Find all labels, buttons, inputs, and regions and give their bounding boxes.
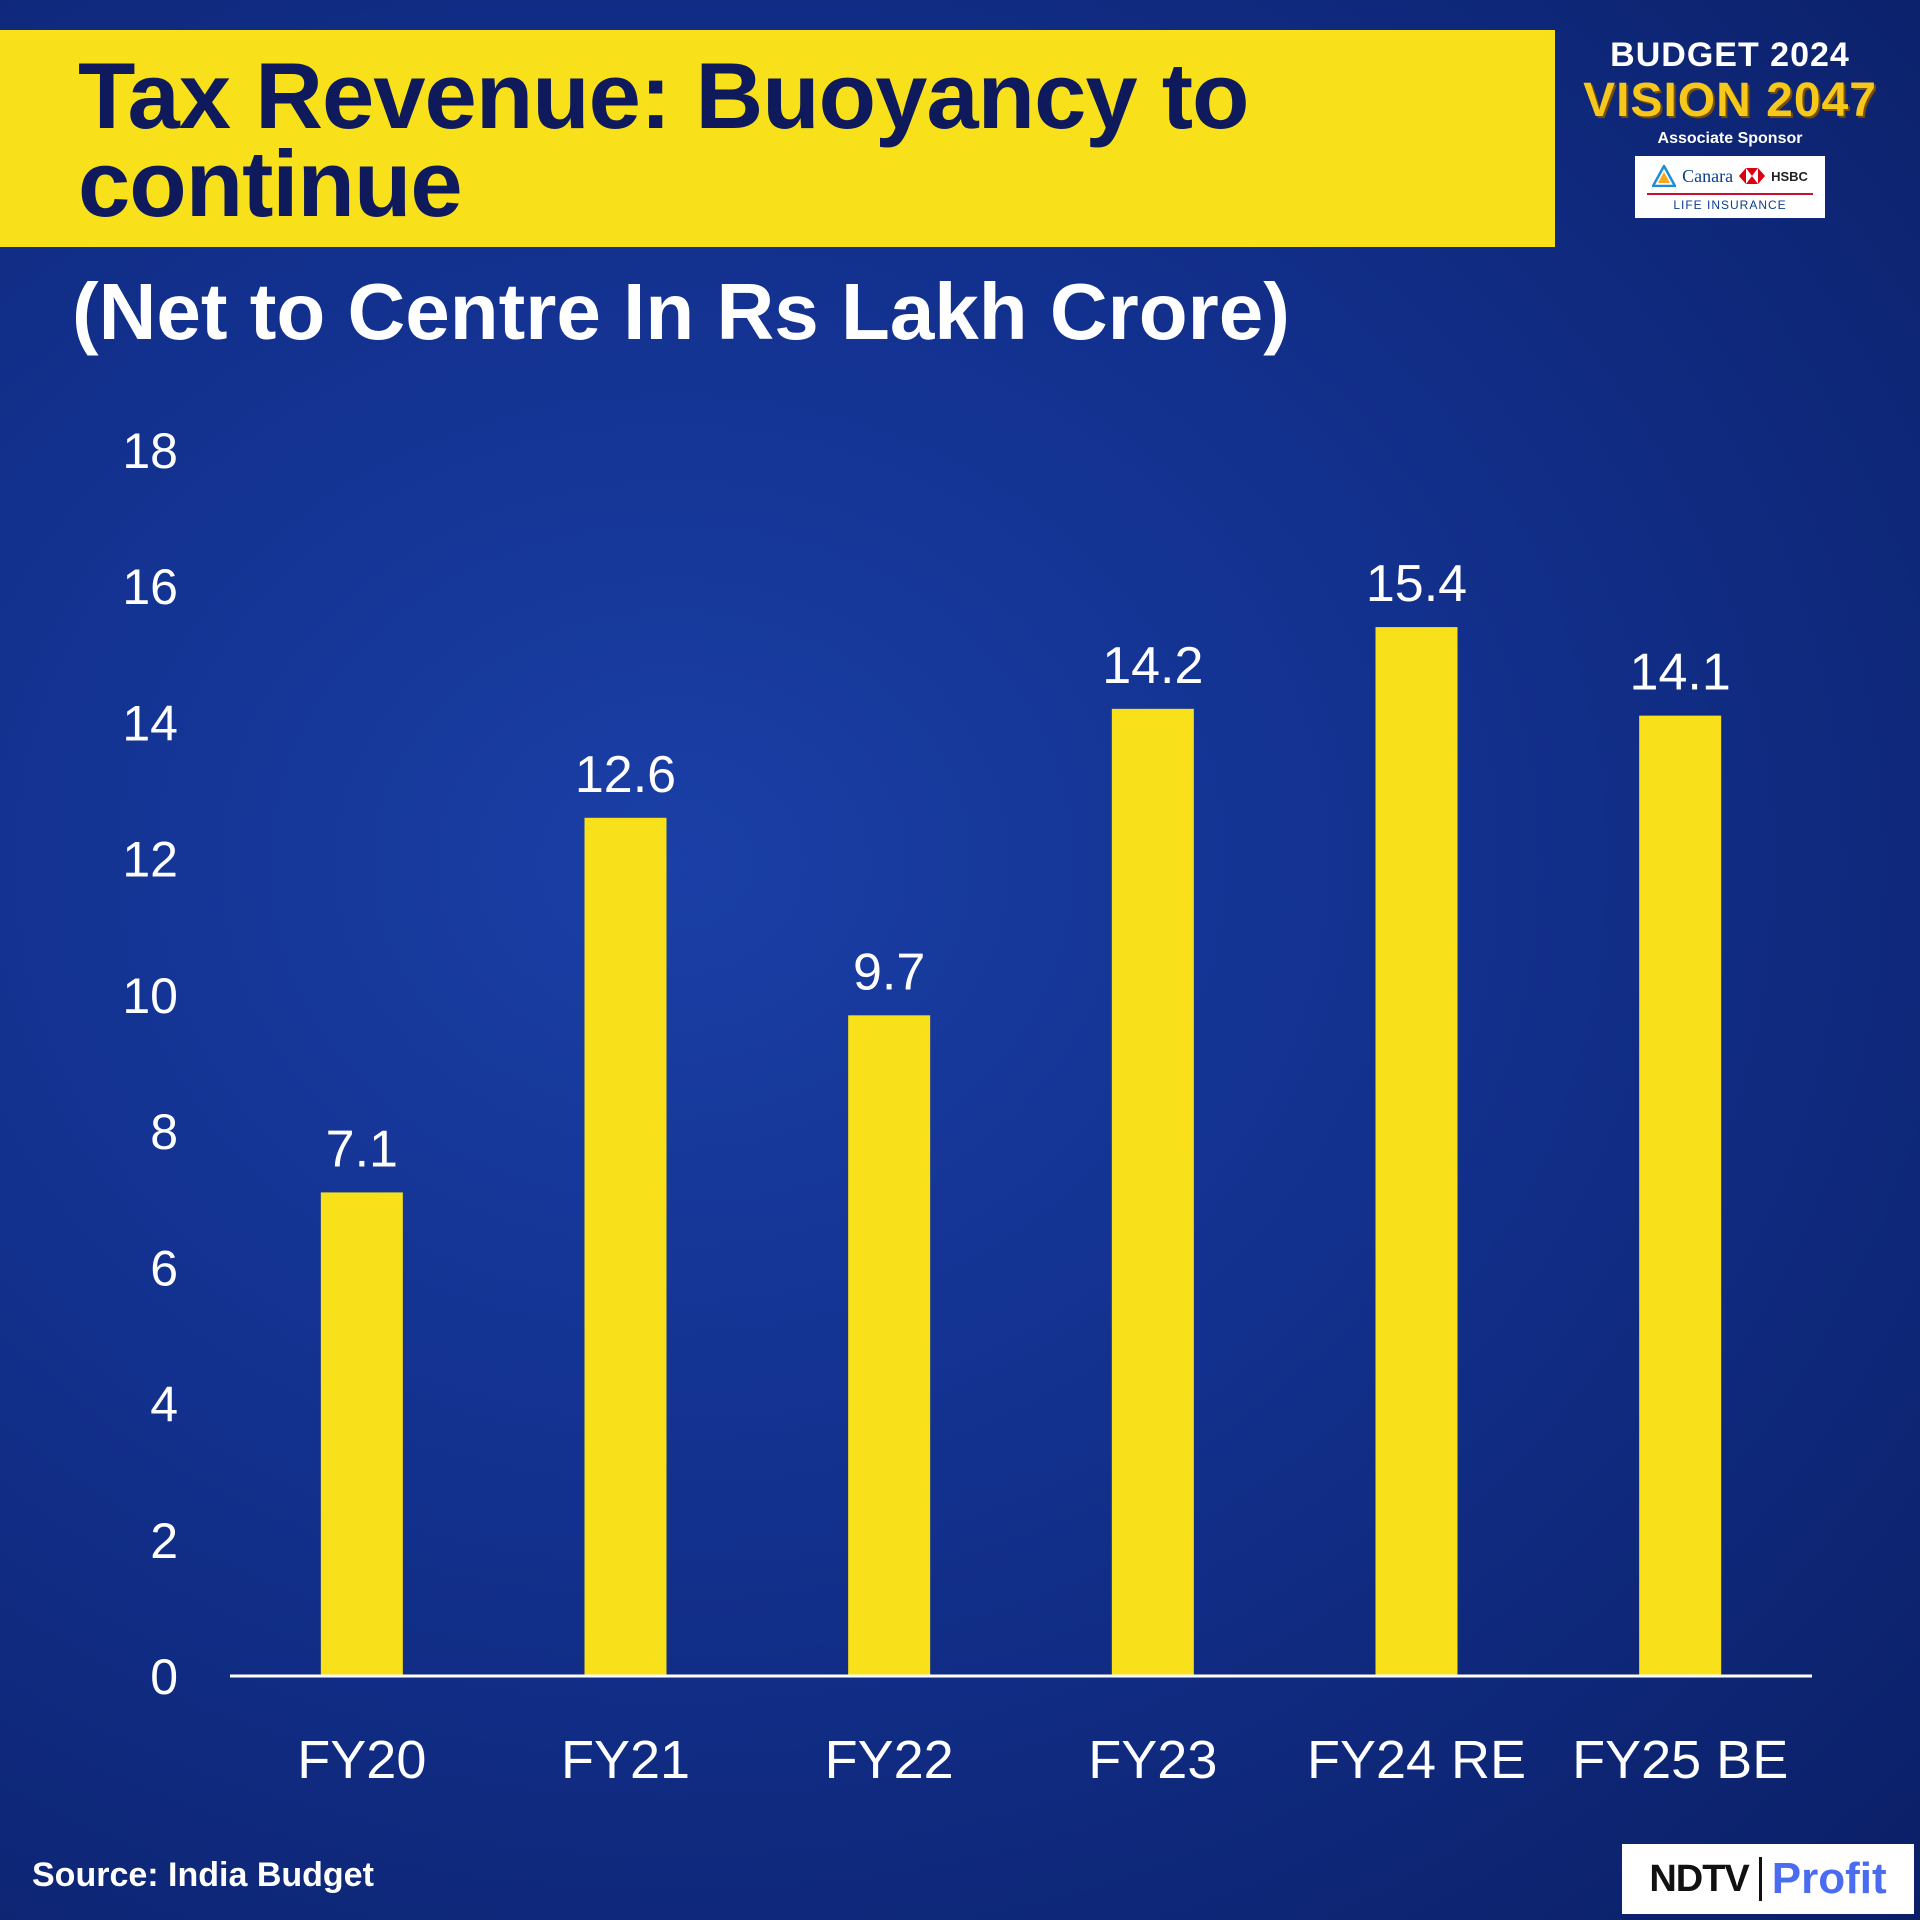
x-tick-label: FY23 [1088,1730,1217,1790]
title-band [0,30,1555,247]
bar-fy24-re [1375,627,1458,1676]
x-tick-label: FY20 [297,1730,426,1790]
sponsor-divider [1647,193,1813,195]
bar-fy22 [848,1015,931,1676]
bar-fy20 [320,1192,403,1676]
brand-line-sponsor-caption: Associate Sponsor [1657,130,1803,147]
y-tick-label: 18 [122,423,178,479]
bar-value-label: 14.2 [1102,637,1203,695]
y-tick-label: 12 [122,832,178,888]
y-tick-label: 6 [150,1240,178,1296]
sponsor-name: Canara [1682,165,1734,186]
y-tick-label: 8 [150,1104,178,1160]
y-tick-label: 10 [122,968,178,1024]
logo-profit-text: Profit [1771,1854,1887,1903]
chart-title: Tax Revenue: Buoyancy to continue [78,43,1249,236]
bar-fy23 [1111,708,1194,1676]
x-tick-label: FY24 RE [1307,1730,1526,1790]
y-tick-label: 16 [122,559,178,615]
sponsor-subtitle: LIFE INSURANCE [1673,198,1787,212]
logo-separator [1758,1857,1762,1901]
hsbc-hexagon-icon [1739,168,1766,184]
y-tick-label: 4 [150,1377,178,1433]
y-tick-label: 14 [122,695,178,751]
y-tick-label: 2 [150,1513,178,1569]
source-note: Source: India Budget [32,1856,374,1894]
budget-brand-badge: BUDGET 2024 VISION 2047 Associate Sponso… [1560,36,1900,218]
y-tick-label: 0 [150,1649,178,1705]
bar-value-label: 7.1 [326,1120,398,1178]
bar-fy21 [584,817,667,1676]
x-tick-label: FY22 [825,1730,954,1790]
x-tick-label: FY21 [561,1730,690,1790]
bar-value-label: 15.4 [1366,555,1467,613]
bar-value-label: 14.1 [1630,644,1731,702]
bar-value-label: 9.7 [853,943,925,1001]
brand-line-vision: VISION 2047 [1583,74,1877,127]
bar-fy25-be [1639,715,1722,1676]
chart-subtitle: (Net to Centre In Rs Lakh Crore) [72,267,1290,356]
x-tick-label: FY25 BE [1572,1730,1788,1790]
brand-line-budget: BUDGET 2024 [1610,36,1850,74]
sponsor-logo: Canara HSBC LIFE INSURANCE [1635,156,1825,218]
logo-ndtv-text: NDTV [1649,1857,1749,1900]
ndtv-profit-logo: NDTV Profit [1622,1844,1914,1914]
bar-value-label: 12.6 [575,746,676,804]
canara-triangle-icon [1652,165,1677,187]
sponsor-partner: HSBC [1771,168,1808,184]
